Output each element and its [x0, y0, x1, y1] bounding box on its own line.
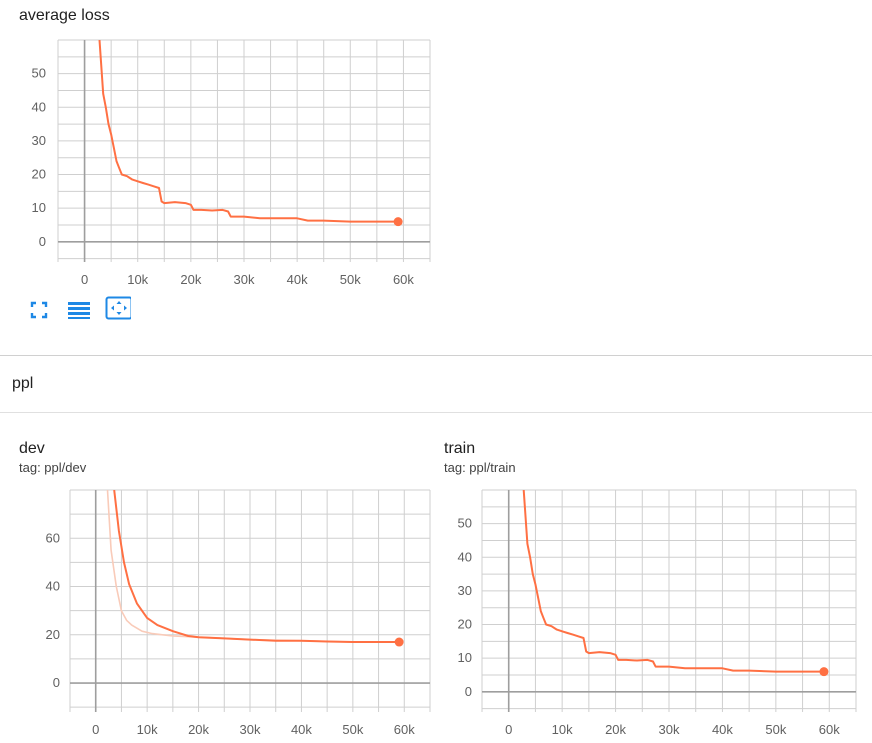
- section-header-divider: [0, 412, 872, 413]
- y-tick-label: 10: [458, 650, 472, 665]
- x-tick-label: 60k: [819, 722, 840, 737]
- x-tick-label: 50k: [342, 722, 363, 737]
- section-title-ppl[interactable]: ppl: [12, 375, 34, 392]
- last-point-marker: [819, 667, 829, 677]
- x-tick-label: 30k: [240, 722, 261, 737]
- series-line: [113, 490, 400, 643]
- x-tick-label: 30k: [659, 722, 680, 737]
- toggle-data-table-icon: [68, 302, 90, 319]
- chart-ppl-dev[interactable]: 0 20 40 60 0 10k 20k 30k 40k 50k 60k: [0, 482, 440, 742]
- x-tick-label: 0: [92, 722, 99, 737]
- y-tick-label: 20: [46, 627, 60, 642]
- y-tick-label: 40: [46, 579, 60, 594]
- y-tick-label: 0: [39, 234, 46, 249]
- x-tick-label: 60k: [394, 722, 415, 737]
- y-tick-label: 0: [465, 684, 472, 699]
- section-divider: [0, 355, 872, 356]
- fit-domain-button[interactable]: [105, 296, 131, 320]
- x-tick-label: 10k: [127, 272, 148, 287]
- chart-title-average-loss: average loss: [19, 7, 110, 24]
- x-tick-label: 40k: [291, 722, 312, 737]
- x-tick-label: 20k: [188, 722, 209, 737]
- x-tick-label: 50k: [340, 272, 361, 287]
- y-tick-label: 40: [458, 549, 472, 564]
- y-tick-label: 0: [53, 675, 60, 690]
- x-tick-label: 60k: [393, 272, 414, 287]
- x-tick-label: 40k: [287, 272, 308, 287]
- fullscreen-button[interactable]: [26, 298, 52, 322]
- chart-tag-train: tag: ppl/train: [444, 460, 516, 475]
- x-tick-label: 20k: [180, 272, 201, 287]
- last-point-marker: [393, 217, 403, 227]
- y-tick-label: 30: [458, 583, 472, 598]
- x-tick-label: 0: [505, 722, 512, 737]
- x-tick-label: 10k: [137, 722, 158, 737]
- y-tick-label: 50: [458, 516, 472, 531]
- y-tick-label: 40: [32, 99, 46, 114]
- chart-tag-dev: tag: ppl/dev: [19, 460, 87, 475]
- fullscreen-icon: [30, 301, 48, 319]
- chart-title-dev: dev: [19, 440, 45, 457]
- y-tick-label: 30: [32, 133, 46, 148]
- x-tick-label: 50k: [765, 722, 786, 737]
- y-tick-label: 20: [458, 617, 472, 632]
- x-tick-label: 30k: [234, 272, 255, 287]
- x-tick-label: 40k: [712, 722, 733, 737]
- y-tick-label: 60: [46, 530, 60, 545]
- series-line: [98, 40, 399, 223]
- x-tick-label: 20k: [605, 722, 626, 737]
- y-tick-label: 10: [32, 200, 46, 215]
- y-tick-label: 20: [32, 167, 46, 182]
- x-tick-label: 10k: [552, 722, 573, 737]
- chart-ppl-train[interactable]: 0 10 20 30 40 50 0 10k 20k 30k 40k 50k 60k: [430, 482, 872, 742]
- fit-domain-icon: [105, 296, 131, 320]
- x-tick-label: 0: [81, 272, 88, 287]
- y-tick-label: 50: [32, 66, 46, 81]
- chart-title-train: train: [444, 440, 476, 457]
- toggle-data-table-button[interactable]: [66, 298, 92, 322]
- chart-average-loss[interactable]: 0 10 20 30 40 50 0 10k 20k 30k 40k 50k 60k: [0, 32, 440, 292]
- last-point-marker: [394, 637, 404, 647]
- raw-series-line: [106, 490, 400, 643]
- series-line: [522, 490, 824, 673]
